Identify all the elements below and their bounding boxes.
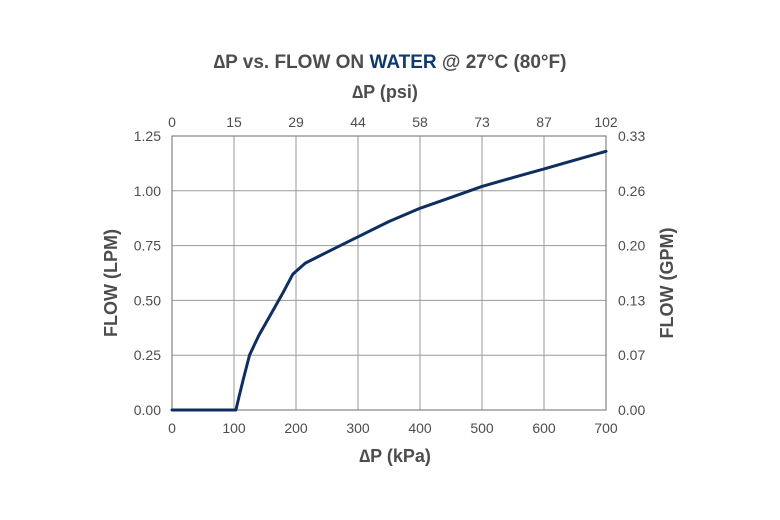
x-tick-label: 700 bbox=[594, 420, 618, 436]
x-tick-label: 300 bbox=[346, 420, 370, 436]
grid-lines bbox=[172, 136, 606, 410]
y-axis-title: FLOW (LPM) bbox=[101, 229, 121, 337]
chart-title-highlight: WATER bbox=[369, 52, 436, 73]
x-tick-label: 200 bbox=[284, 420, 308, 436]
x2-tick-label: 0 bbox=[168, 114, 176, 130]
y-tick-label: 1.00 bbox=[134, 183, 161, 199]
y2-tick-label: 0.00 bbox=[618, 402, 645, 418]
x2-axis-title: ∆P (psi) bbox=[352, 82, 418, 102]
x-tick-label: 0 bbox=[168, 420, 176, 436]
flow-curve bbox=[170, 149, 608, 412]
y-tick-label: 1.25 bbox=[134, 128, 161, 144]
y-tick-label: 0.00 bbox=[134, 402, 161, 418]
x2-tick-label: 87 bbox=[536, 114, 552, 130]
y2-tick-label: 0.33 bbox=[618, 128, 645, 144]
x2-tick-label: 58 bbox=[412, 114, 428, 130]
chart-title: ∆P vs. FLOW ON WATER @ 27°C (80°F) bbox=[214, 52, 567, 73]
y2-tick-label: 0.13 bbox=[618, 292, 645, 308]
y2-tick-label: 0.26 bbox=[618, 183, 645, 199]
x-axis-title: ∆P (kPa) bbox=[359, 446, 431, 466]
x2-tick-label: 15 bbox=[226, 114, 242, 130]
x2-tick-label: 73 bbox=[474, 114, 490, 130]
x-tick-label: 100 bbox=[222, 420, 246, 436]
x2-tick-label: 102 bbox=[594, 114, 618, 130]
y-tick-label: 0.75 bbox=[134, 238, 161, 254]
x2-tick-label: 44 bbox=[350, 114, 366, 130]
y-tick-label: 0.25 bbox=[134, 347, 161, 363]
tick-labels: 001001520029300444005850073600877001020.… bbox=[134, 114, 646, 436]
x-tick-label: 600 bbox=[532, 420, 556, 436]
x2-tick-label: 29 bbox=[288, 114, 304, 130]
y-tick-label: 0.50 bbox=[134, 292, 161, 308]
y2-tick-label: 0.20 bbox=[618, 238, 645, 254]
plot-frame bbox=[171, 135, 607, 411]
chart-title-part-1: ∆P vs. FLOW ON bbox=[214, 52, 370, 73]
y2-tick-label: 0.07 bbox=[618, 347, 645, 363]
x-tick-label: 500 bbox=[470, 420, 494, 436]
x-tick-label: 400 bbox=[408, 420, 432, 436]
y2-axis-title: FLOW (GPM) bbox=[657, 228, 677, 339]
chart-title-part-3: @ 27°C (80°F) bbox=[437, 52, 567, 73]
